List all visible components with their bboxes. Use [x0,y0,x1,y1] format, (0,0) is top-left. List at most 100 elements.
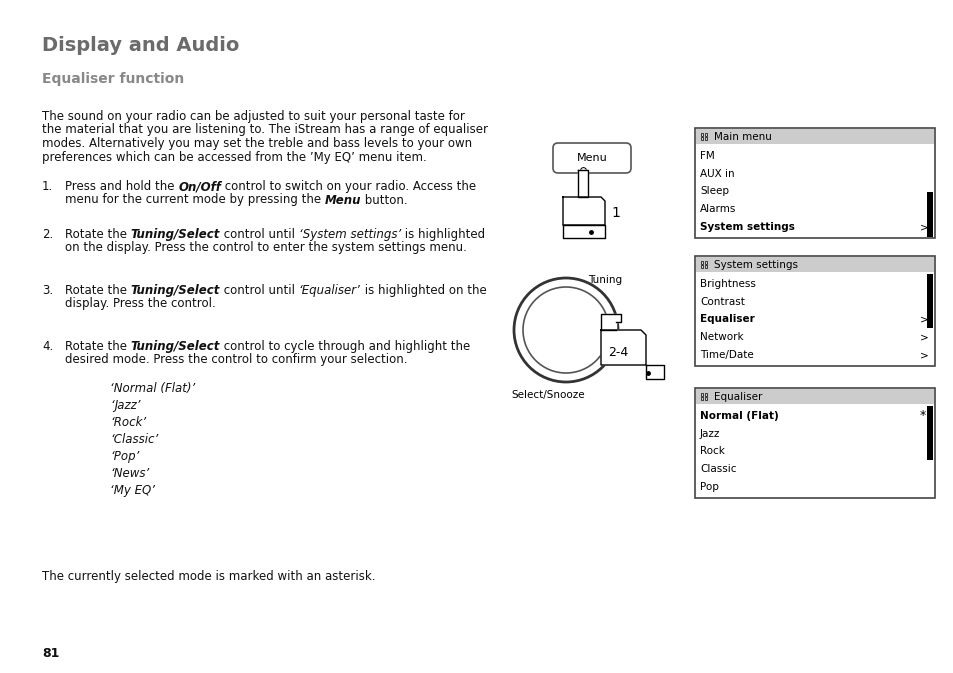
Text: on the display. Press the control to enter the system settings menu.: on the display. Press the control to ent… [65,242,466,254]
Text: Tuning/Select: Tuning/Select [131,284,220,297]
Bar [926,460,932,497]
Circle shape [514,278,618,382]
Text: preferences which can be accessed from the ’My EQ’ menu item.: preferences which can be accessed from t… [42,151,426,164]
Text: Classic: Classic [700,464,736,474]
Text: 81: 81 [42,647,59,660]
Bar [704,261,707,264]
Circle shape [522,287,608,373]
Text: Contrast: Contrast [700,297,744,307]
Text: AUX in: AUX in [700,169,734,179]
Bar [704,133,707,136]
Polygon shape [578,170,587,197]
Polygon shape [562,225,604,238]
Text: ‘System settings’: ‘System settings’ [298,228,400,241]
Text: 3.: 3. [42,284,53,297]
Text: Menu: Menu [325,194,361,207]
Text: 2.: 2. [42,228,53,241]
Text: ‘News’: ‘News’ [110,467,149,480]
Text: Main menu: Main menu [713,131,771,141]
Text: Display and Audio: Display and Audio [42,36,239,55]
Bar [704,393,707,396]
Bar [700,397,702,400]
Text: Brightness: Brightness [700,279,755,289]
Text: System settings: System settings [700,222,794,232]
FancyBboxPatch shape [695,128,934,238]
Text: control until: control until [220,284,298,297]
Text: Rotate the: Rotate the [65,284,131,297]
Text: Alarms: Alarms [700,205,736,214]
Text: 1.: 1. [42,180,53,193]
Bar [696,389,933,404]
Text: Rotate the: Rotate the [65,228,131,241]
Text: modes. Alternatively you may set the treble and bass levels to your own: modes. Alternatively you may set the tre… [42,137,472,150]
Text: Rock: Rock [700,446,724,456]
Bar [700,393,702,396]
Polygon shape [600,314,620,330]
Text: FM: FM [700,151,714,161]
Bar [696,129,933,144]
Bar [926,192,932,237]
Text: Rotate the: Rotate the [65,340,131,353]
Text: ‘Classic’: ‘Classic’ [110,433,158,446]
Text: Time/Date: Time/Date [700,350,753,360]
Bar [704,137,707,140]
Text: Menu: Menu [576,153,607,163]
Text: Jazz: Jazz [700,429,720,439]
Text: Tuning/Select: Tuning/Select [131,228,220,241]
Text: ‘Jazz’: ‘Jazz’ [110,399,140,412]
Text: button.: button. [361,194,408,207]
Bar [926,146,932,237]
Text: Pop: Pop [700,482,719,492]
Text: 1: 1 [610,206,619,220]
Text: 4.: 4. [42,340,53,353]
Text: ‘Equaliser’: ‘Equaliser’ [298,284,360,297]
Bar [700,265,702,268]
Bar [704,265,707,268]
Bar [700,133,702,136]
FancyBboxPatch shape [695,388,934,498]
Bar [700,261,702,264]
Text: Tuning: Tuning [587,275,621,285]
Text: System settings: System settings [713,260,797,269]
Text: >: > [919,222,928,232]
Polygon shape [600,330,645,365]
Polygon shape [562,197,604,225]
FancyBboxPatch shape [695,256,934,366]
Bar [926,274,932,365]
Text: ‘Pop’: ‘Pop’ [110,450,139,463]
Text: *: * [919,409,925,423]
Bar [926,406,932,460]
Bar [926,274,932,328]
Text: >: > [919,314,928,324]
Text: control until: control until [220,228,298,241]
Polygon shape [645,365,663,379]
Text: menu for the current mode by pressing the: menu for the current mode by pressing th… [65,194,325,207]
Text: Tuning/Select: Tuning/Select [131,340,220,353]
Text: Select/Snooze: Select/Snooze [511,390,584,400]
Text: Equaliser function: Equaliser function [42,72,184,86]
Text: ‘Rock’: ‘Rock’ [110,416,146,429]
Text: >: > [919,350,928,360]
Text: >: > [919,332,928,343]
Text: Network: Network [700,332,742,343]
FancyBboxPatch shape [553,143,630,173]
Text: desired mode. Press the control to confirm your selection.: desired mode. Press the control to confi… [65,353,407,367]
Text: The currently selected mode is marked with an asterisk.: The currently selected mode is marked wi… [42,570,375,583]
Bar [926,146,932,192]
Text: Equaliser: Equaliser [700,314,754,324]
Bar [696,257,933,272]
Text: is highlighted: is highlighted [400,228,485,241]
Bar [704,397,707,400]
Text: control to cycle through and highlight the: control to cycle through and highlight t… [220,340,470,353]
Bar [926,406,932,497]
Text: Sleep: Sleep [700,186,728,197]
Text: the material that you are listening to. The iStream has a range of equaliser: the material that you are listening to. … [42,124,488,137]
Text: display. Press the control.: display. Press the control. [65,297,215,310]
Text: control to switch on your radio. Access the: control to switch on your radio. Access … [221,180,476,193]
Text: The sound on your radio can be adjusted to suit your personal taste for: The sound on your radio can be adjusted … [42,110,464,123]
Text: 2-4: 2-4 [607,345,628,359]
Text: ‘Normal (Flat)’: ‘Normal (Flat)’ [110,382,195,395]
Text: Press and hold the: Press and hold the [65,180,178,193]
Text: is highlighted on the: is highlighted on the [360,284,486,297]
Text: ‘My EQ’: ‘My EQ’ [110,484,154,497]
